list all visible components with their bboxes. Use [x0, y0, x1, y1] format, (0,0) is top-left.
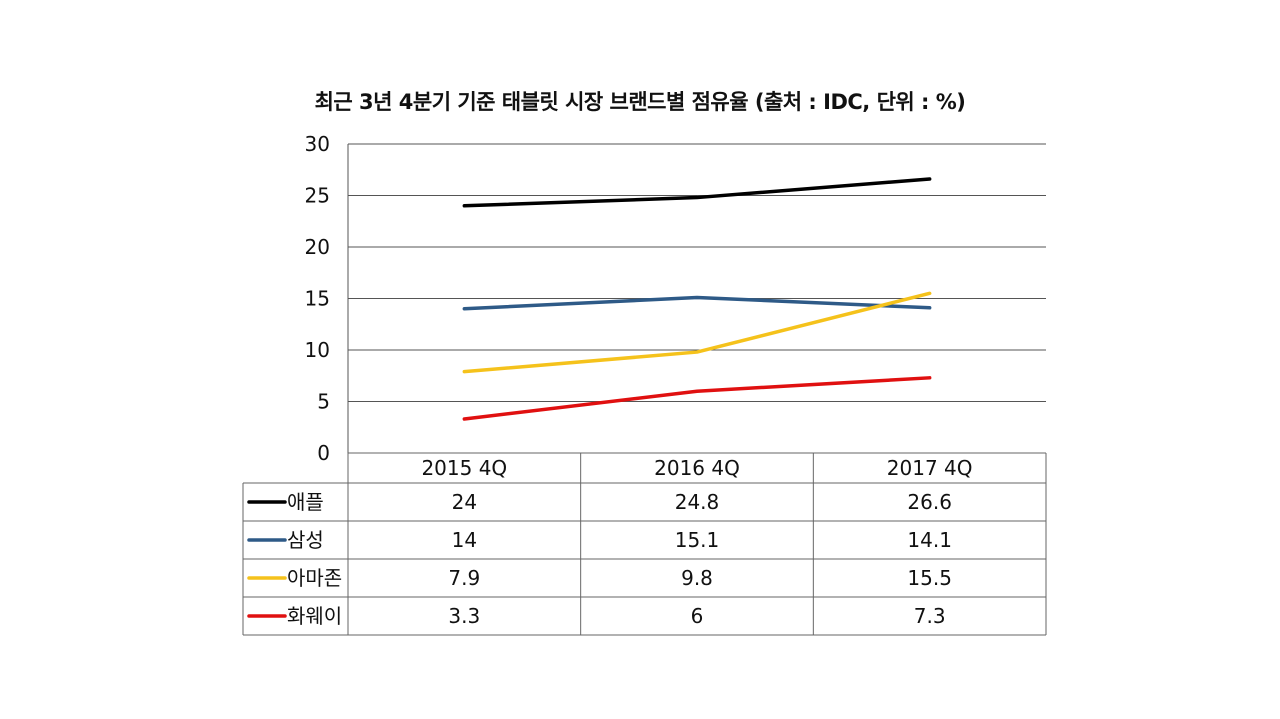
data-label: 15.5: [907, 566, 952, 590]
chart-title: 최근 3년 4분기 기준 태블릿 시장 브랜드별 점유율 (출처 : IDC, …: [314, 90, 966, 114]
y-tick-label: 25: [305, 184, 330, 208]
y-tick-label: 30: [305, 132, 330, 156]
data-label: 26.6: [907, 490, 952, 514]
series-layer: [462, 177, 932, 421]
y-axis: 0 5 10 15 20 25 30: [305, 132, 349, 465]
y-tick-label: 20: [305, 235, 330, 259]
data-label: 24: [452, 490, 477, 514]
y-tick-label: 5: [317, 390, 330, 414]
data-label: 7.9: [448, 566, 480, 590]
series-line-2: [462, 291, 932, 374]
x-tick-label: 2016 4Q: [654, 456, 740, 480]
legend-label: 애플: [287, 490, 324, 514]
legend-label: 화웨이: [287, 604, 342, 628]
y-tick-label: 15: [305, 287, 330, 311]
series-line-0: [462, 177, 932, 208]
x-tick-label: 2015 4Q: [421, 456, 507, 480]
data-label: 7.3: [914, 604, 946, 628]
series-line-3: [462, 376, 932, 421]
data-table: 2015 4Q 2016 4Q 2017 4Q 애플 24 24.8 26.6 삼성 14 15.…: [242, 452, 1047, 636]
data-label: 14.1: [907, 528, 952, 552]
x-tick-label: 2017 4Q: [887, 456, 973, 480]
y-tick-label: 0: [317, 441, 330, 465]
data-label: 6: [691, 604, 704, 628]
data-label: 9.8: [681, 566, 713, 590]
data-label: 14: [452, 528, 477, 552]
legend-label: 아마존: [287, 566, 342, 590]
data-label: 3.3: [448, 604, 480, 628]
data-label: 24.8: [675, 490, 720, 514]
legend-label: 삼성: [287, 528, 324, 552]
y-tick-label: 10: [305, 338, 330, 362]
data-label: 15.1: [675, 528, 720, 552]
grid-layer: [348, 143, 1046, 402]
series-line-1: [462, 295, 932, 311]
